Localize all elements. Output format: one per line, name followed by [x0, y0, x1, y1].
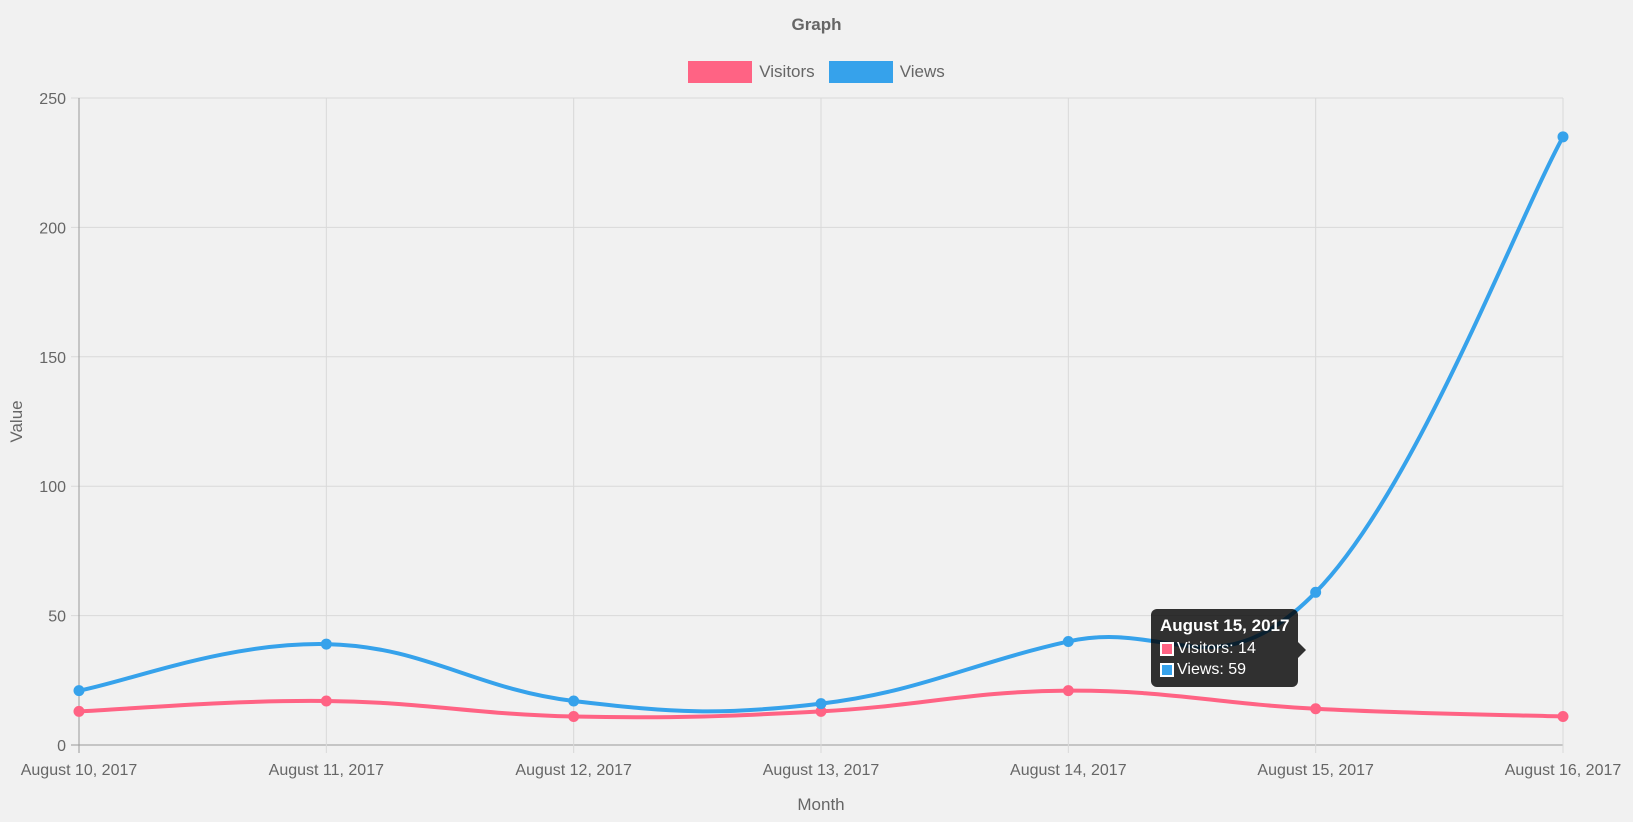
y-tick-label: 250: [39, 91, 66, 108]
legend-label-views: Views: [899, 62, 945, 81]
data-point-views: [815, 698, 827, 710]
legend-label-visitors: Visitors: [759, 62, 815, 81]
x-tick-label: August 13, 2017: [763, 762, 880, 779]
data-point-visitors: [320, 695, 332, 707]
y-tick-label: 200: [39, 220, 66, 237]
tooltip-caret: [1298, 642, 1307, 658]
x-axis-title: Month: [797, 795, 844, 814]
legend-item-visitors[interactable]: Visitors: [688, 61, 815, 83]
tooltip-swatch-views: [1160, 662, 1174, 677]
data-point-visitors: [73, 705, 85, 717]
data-point-views: [320, 638, 332, 650]
series-line-views: [78, 135, 1565, 714]
tooltip-row-views: Views: 59: [1160, 659, 1289, 680]
y-axis-title: Value: [7, 400, 26, 442]
x-tick-label: August 12, 2017: [515, 762, 632, 779]
legend-swatch-views: [828, 61, 893, 83]
legend-item-views[interactable]: Views: [828, 61, 945, 83]
tooltip-title: August 15, 2017: [1160, 616, 1290, 635]
data-point-visitors: [568, 711, 580, 723]
x-tick-label: August 14, 2017: [1010, 762, 1127, 779]
data-point-views: [1310, 586, 1322, 598]
data-point-visitors: [1557, 711, 1569, 723]
tooltip-label-visitors: Visitors: 14: [1177, 640, 1256, 657]
data-point-visitors: [1062, 685, 1074, 697]
y-tick-label: 100: [39, 479, 66, 496]
chart-title: Graph: [791, 15, 842, 34]
x-tick-label: August 11, 2017: [269, 762, 384, 779]
tooltip: August 15, 2017 Visitors: 14 Views: 59: [1151, 609, 1307, 687]
legend: Visitors Views: [0, 61, 1633, 83]
data-point-views: [568, 695, 580, 707]
data-point-views: [73, 685, 85, 697]
legend-swatch-visitors: [688, 61, 753, 83]
x-tick-label: August 16, 2017: [1505, 762, 1622, 779]
tooltip-swatch-visitors: [1160, 641, 1174, 656]
y-tick-label: 150: [39, 350, 66, 367]
y-tick-label: 0: [57, 738, 66, 755]
x-tick-label: August 10, 2017: [21, 762, 138, 779]
data-point-views: [1062, 635, 1074, 647]
tooltip-label-views: Views: 59: [1177, 661, 1247, 678]
tooltip-row-visitors: Visitors: 14: [1160, 638, 1289, 659]
y-tick-label: 50: [48, 609, 66, 626]
data-point-views: [1557, 131, 1569, 143]
x-tick-label: August 15, 2017: [1257, 762, 1374, 779]
data-point-visitors: [1310, 703, 1322, 715]
